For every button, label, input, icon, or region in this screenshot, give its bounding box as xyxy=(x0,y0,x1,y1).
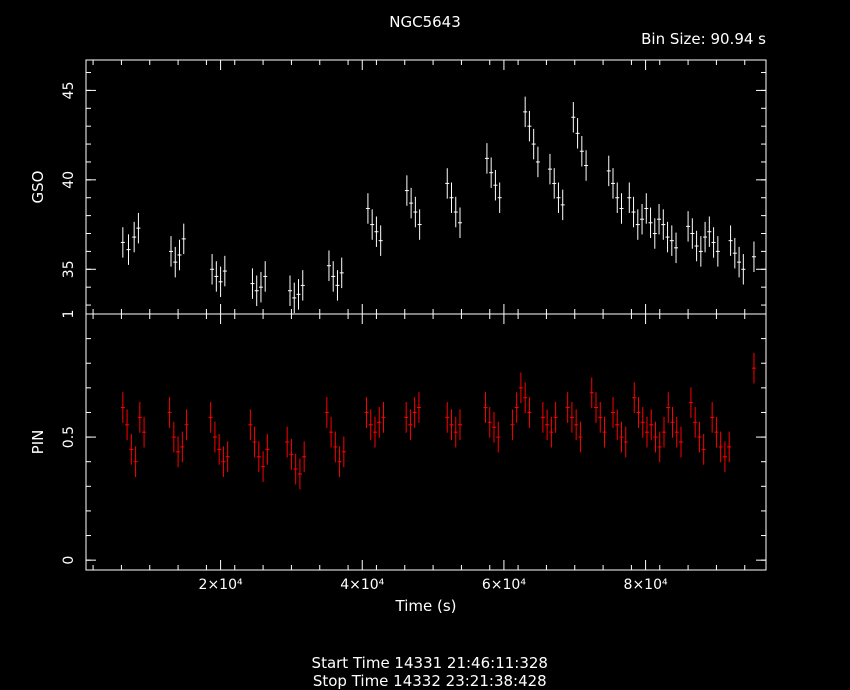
pin-y-tick-label: 0.5 xyxy=(61,426,77,448)
gso-y-tick-label: 40 xyxy=(61,171,77,189)
start-time-label: Start Time 14331 21:46:11:328 xyxy=(311,654,548,672)
pin-y-tick-label: 1 xyxy=(61,310,77,319)
chart-title: NGC5643 xyxy=(389,13,461,31)
gso-panel-frame xyxy=(85,59,767,315)
x-tick-label: 6×10⁴ xyxy=(482,577,526,593)
gso-y-tick-label: 35 xyxy=(61,260,77,278)
bin-size-label: Bin Size: 90.94 s xyxy=(641,30,766,48)
pin-panel-frame xyxy=(85,313,767,571)
x-axis-label: Time (s) xyxy=(395,597,457,615)
stop-time-label: Stop Time 14332 23:21:38:428 xyxy=(312,672,547,690)
pin-y-tick-label: 0 xyxy=(61,556,77,565)
gso-y-axis-label: GSO xyxy=(29,171,47,204)
x-tick-label: 2×10⁴ xyxy=(199,577,243,593)
x-tick-label: 8×10⁴ xyxy=(624,577,668,593)
time-range-footer: Start Time 14331 21:46:11:328 Stop Time … xyxy=(0,636,850,690)
pin-y-axis-label: PIN xyxy=(29,430,47,455)
gso-y-tick-label: 45 xyxy=(61,81,77,99)
x-tick-label: 4×10⁴ xyxy=(340,577,384,593)
